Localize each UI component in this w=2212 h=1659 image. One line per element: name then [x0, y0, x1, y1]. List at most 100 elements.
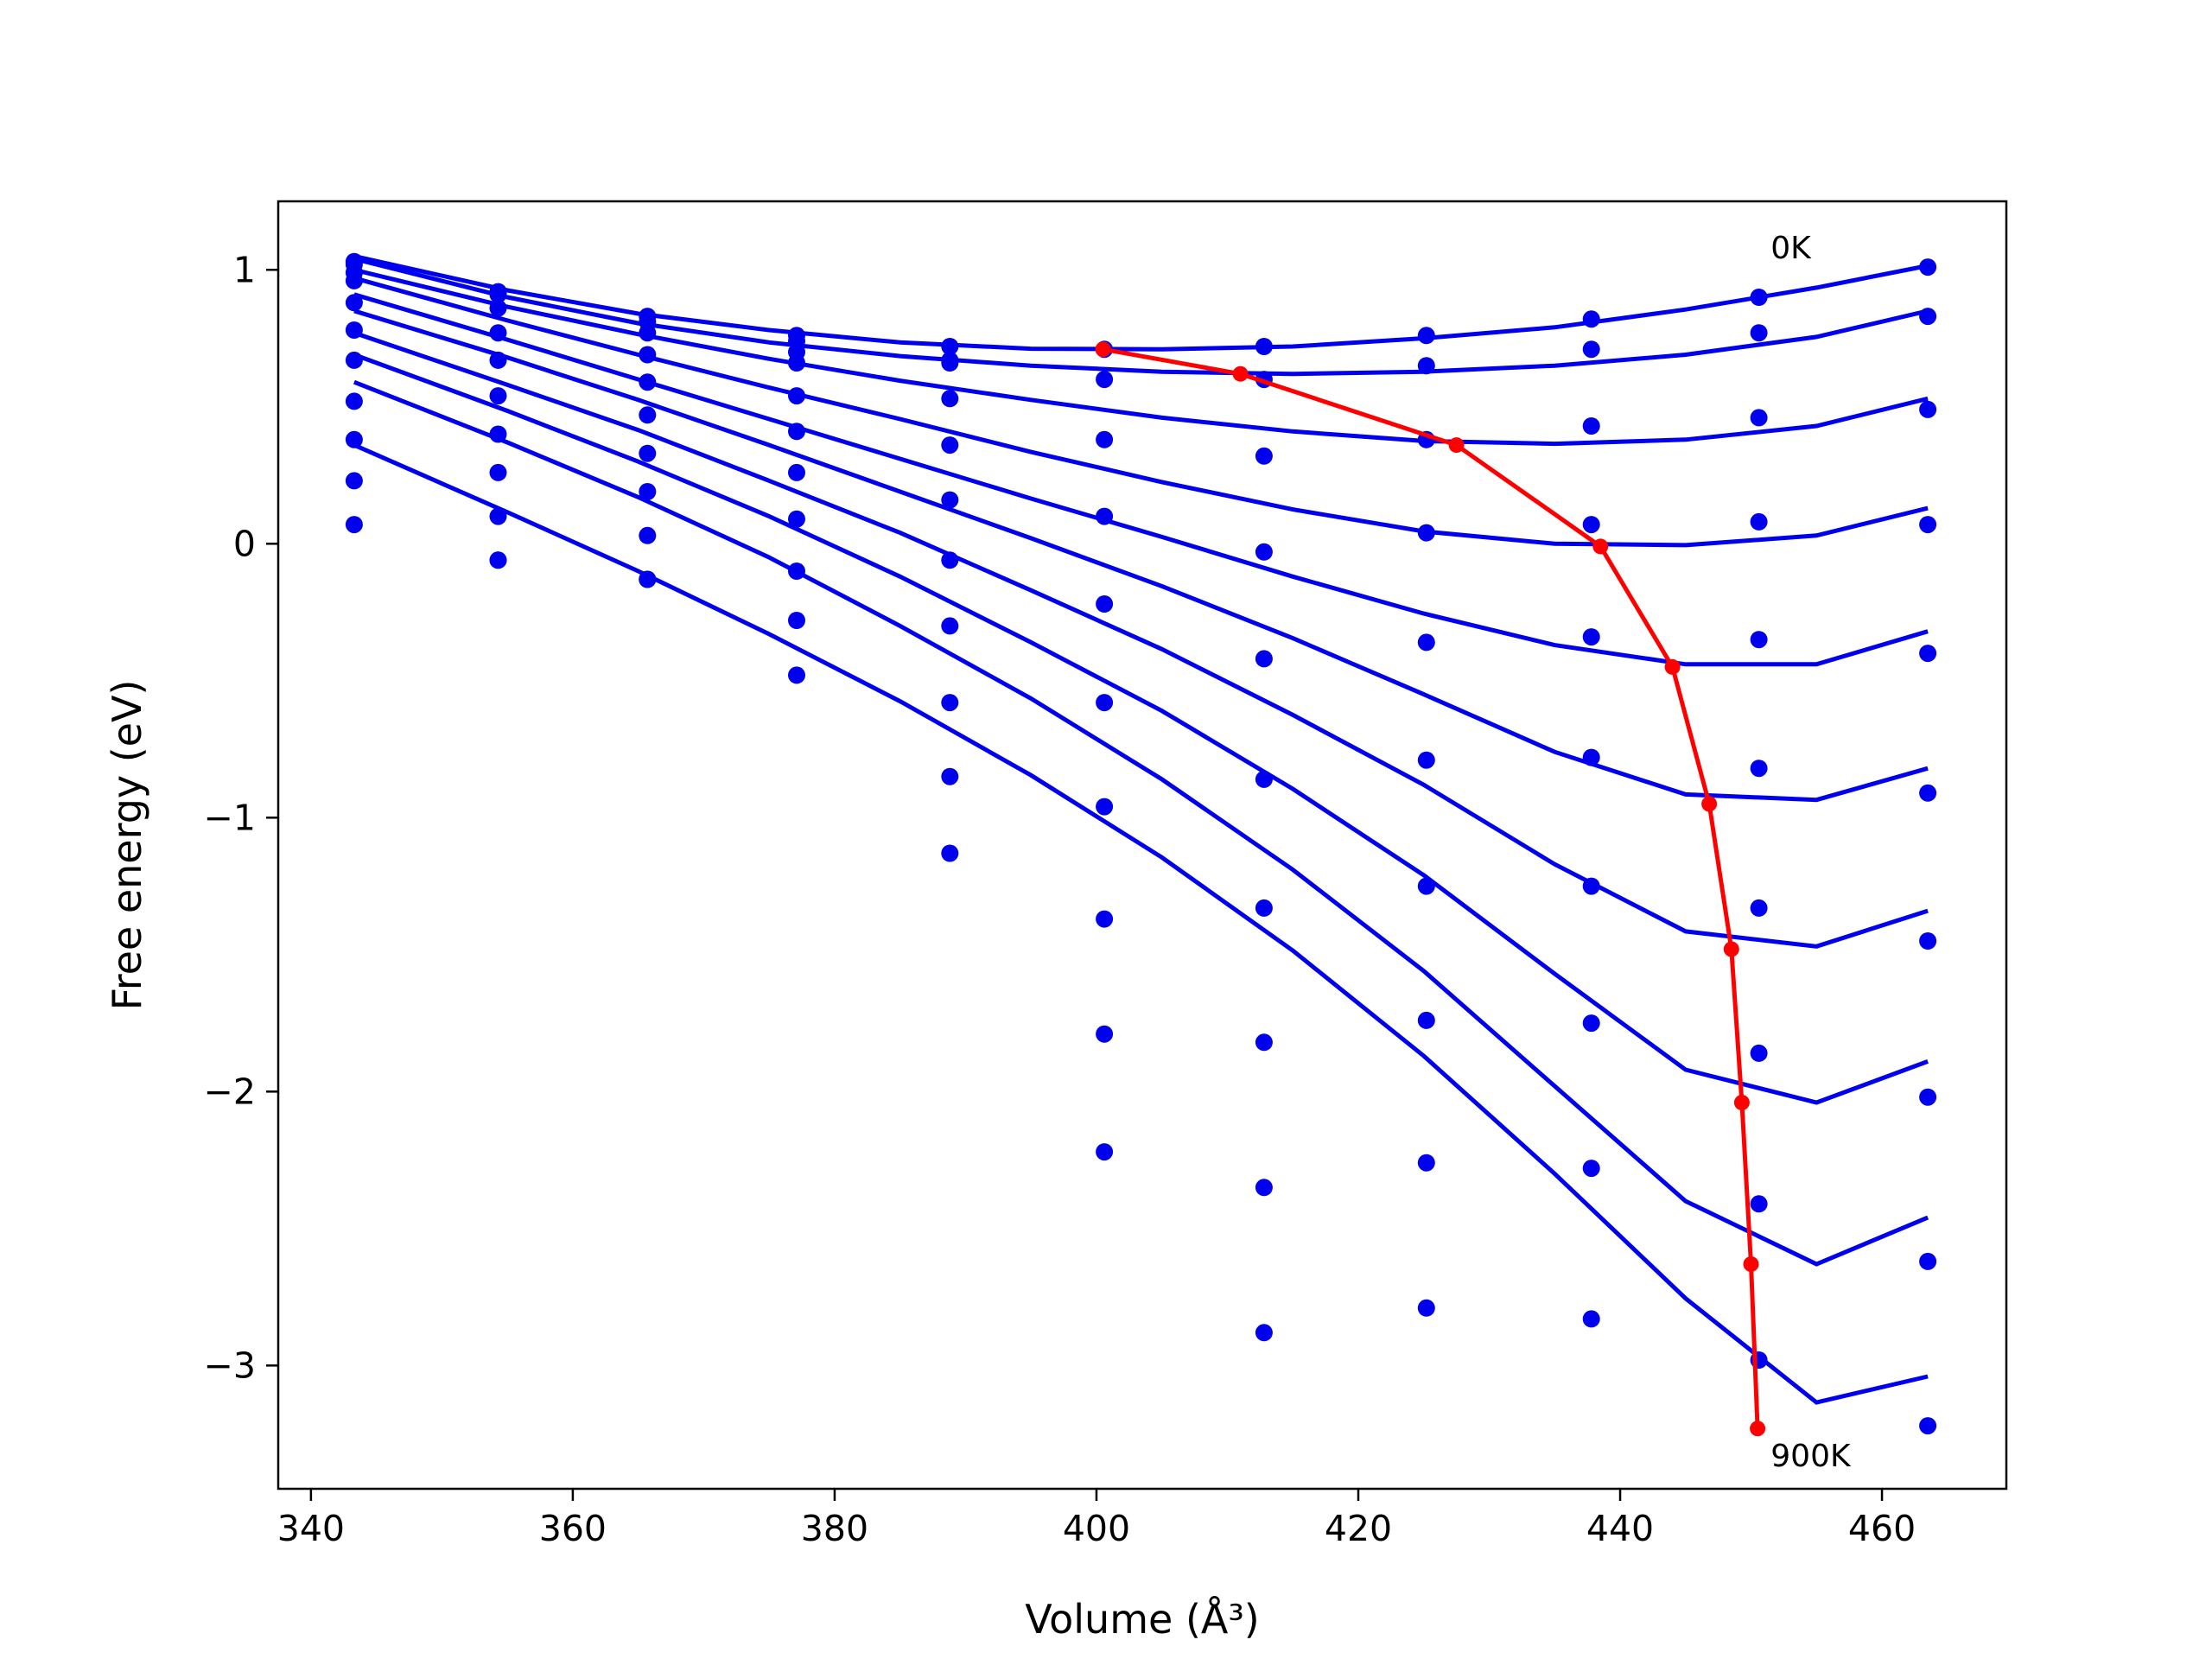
data-point: [1096, 910, 1114, 928]
data-point: [1096, 798, 1114, 816]
data-point: [1750, 760, 1768, 778]
data-point: [1096, 1143, 1114, 1161]
minimum-point: [1232, 365, 1249, 382]
data-point: [788, 387, 805, 405]
y-tick-label: 1: [233, 249, 256, 290]
data-point: [1750, 899, 1768, 917]
data-point: [1255, 1324, 1273, 1342]
data-point: [489, 299, 507, 317]
data-point: [1417, 357, 1435, 375]
data-point: [1750, 289, 1768, 306]
data-point: [345, 351, 363, 369]
data-point: [1417, 751, 1435, 769]
data-point: [788, 666, 805, 684]
data-point: [1417, 524, 1435, 542]
data-point: [1582, 516, 1600, 534]
data-point: [639, 406, 657, 424]
data-point: [489, 387, 507, 405]
x-tick-label: 360: [539, 1508, 607, 1549]
minimum-point: [1743, 1256, 1759, 1272]
data-point: [1919, 400, 1937, 418]
data-point: [1919, 308, 1937, 326]
data-point: [788, 563, 805, 580]
y-tick-label: −1: [204, 797, 256, 838]
curve-annotation: 900K: [1770, 1439, 1852, 1474]
data-point: [1417, 1154, 1435, 1172]
data-point: [1750, 512, 1768, 531]
data-point: [788, 354, 805, 372]
curve-annotation: 0K: [1770, 231, 1812, 266]
data-point: [1255, 543, 1273, 561]
data-point: [1750, 1044, 1768, 1062]
data-point: [345, 294, 363, 312]
y-tick-label: 0: [233, 523, 256, 564]
data-point: [489, 463, 507, 481]
x-tick-label: 440: [1586, 1508, 1654, 1549]
data-point: [345, 392, 363, 410]
data-point: [941, 694, 959, 712]
data-point: [1096, 1025, 1114, 1043]
fit-curve-8: [353, 379, 1929, 1267]
data-point: [1255, 1179, 1273, 1197]
data-point: [1255, 1033, 1273, 1052]
data-point: [1255, 447, 1273, 465]
data-point: [1919, 784, 1937, 802]
data-point: [1919, 258, 1937, 276]
fit-curve-7: [353, 353, 1929, 1105]
minimum-energy-path: [1103, 346, 1760, 1429]
data-point: [1582, 417, 1600, 435]
annotations: 0K 900K: [1770, 231, 1852, 1474]
data-point: [1096, 694, 1114, 712]
minimum-point: [1664, 658, 1681, 675]
data-point: [941, 551, 959, 569]
data-point: [941, 351, 959, 369]
data-point: [1919, 645, 1937, 663]
data-point: [1096, 430, 1114, 448]
data-point: [639, 346, 657, 364]
data-point: [345, 472, 363, 490]
data-point: [1582, 877, 1600, 895]
fit-curve-4: [353, 292, 1929, 667]
minimum-point: [1701, 796, 1718, 812]
data-point: [788, 423, 805, 441]
data-point: [639, 324, 657, 342]
data-point: [345, 516, 363, 534]
y-tick-label: −2: [204, 1071, 256, 1112]
data-point: [1582, 1160, 1600, 1178]
data-point: [941, 436, 959, 454]
data-point: [1750, 409, 1768, 427]
data-point: [788, 463, 805, 481]
data-point: [1582, 748, 1600, 766]
fit-curve-1: [353, 257, 1929, 377]
data-point: [1255, 650, 1273, 668]
x-tick-label: 340: [277, 1508, 345, 1549]
data-point: [1582, 340, 1600, 359]
data-point: [788, 612, 805, 629]
fit-curve-2: [353, 267, 1929, 447]
data-point: [1919, 1417, 1937, 1435]
plot-frame: [276, 200, 2008, 1491]
data-point: [1417, 1299, 1435, 1317]
y-axis-label: Free energy (eV): [104, 680, 150, 1011]
data-point: [1919, 932, 1937, 950]
fit-curve-0: [353, 253, 1929, 352]
data-point: [489, 285, 507, 303]
x-tick-label: 420: [1325, 1508, 1392, 1549]
data-point: [1750, 631, 1768, 649]
fit-curve-5: [353, 308, 1929, 803]
data-point: [639, 570, 657, 588]
data-point: [1750, 324, 1768, 342]
plot-area: [345, 252, 1937, 1437]
data-point: [1417, 633, 1435, 652]
x-tick-label: 460: [1848, 1508, 1916, 1549]
minimum-point: [1095, 341, 1111, 358]
data-point: [1255, 899, 1273, 917]
data-point: [1582, 310, 1600, 328]
axis-ticks: 340 360 380 400 420 440 460 1 0 −1 −2 −3: [204, 249, 1916, 1549]
data-point: [941, 390, 959, 408]
minimum-point: [1750, 1421, 1766, 1437]
minimum-point: [1733, 1095, 1750, 1110]
data-point: [941, 491, 959, 509]
x-tick-label: 380: [801, 1508, 868, 1549]
